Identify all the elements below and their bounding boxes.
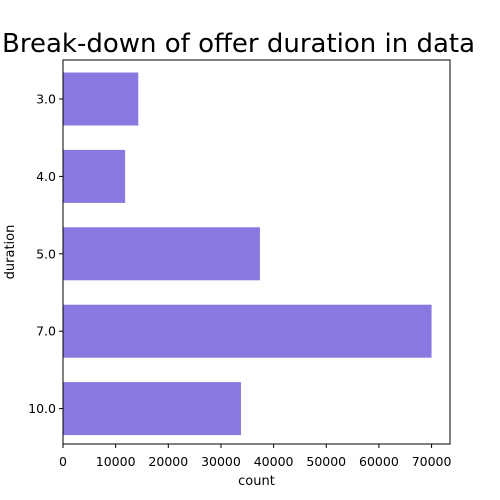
y-tick-label: 4.0 (36, 169, 56, 184)
y-axis: 3.0 4.0 5.0 7.0 10.0 (28, 92, 63, 416)
x-axis: 0 10000 20000 30000 40000 50000 60000 70000 (59, 444, 452, 469)
x-tick-label: 20000 (148, 454, 188, 469)
bar-4.0 (63, 149, 126, 203)
bar-10.0 (63, 382, 241, 436)
bar-7.0 (63, 304, 432, 358)
x-tick-label: 50000 (306, 454, 346, 469)
x-tick-label: 70000 (412, 454, 452, 469)
bars-group (63, 72, 432, 436)
x-tick-label: 60000 (359, 454, 399, 469)
y-tick-label: 10.0 (28, 401, 56, 416)
y-axis-label: duration (3, 225, 18, 280)
chart-title: Break-down of offer duration in data (2, 29, 475, 59)
x-tick-label: 30000 (201, 454, 241, 469)
x-tick-label: 0 (59, 454, 67, 469)
x-axis-label: count (238, 474, 275, 489)
y-tick-label: 3.0 (36, 92, 56, 107)
plot-frame (62, 59, 451, 445)
bar-5.0 (63, 227, 260, 281)
x-tick-label: 40000 (254, 454, 294, 469)
y-tick-label: 7.0 (36, 324, 56, 339)
y-tick-label: 5.0 (36, 246, 56, 261)
x-tick-label: 10000 (96, 454, 136, 469)
bar-3.0 (63, 72, 139, 126)
